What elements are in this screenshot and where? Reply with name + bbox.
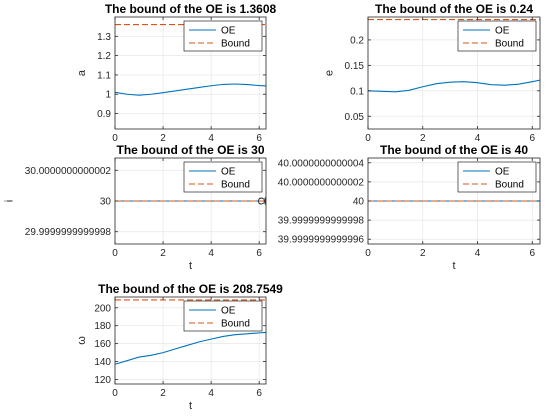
x-tick-label: 2 bbox=[420, 248, 426, 259]
y-axis-label: e bbox=[324, 70, 336, 76]
legend-bound-label: Bound bbox=[221, 180, 250, 191]
x-tick-label: 2 bbox=[160, 133, 166, 144]
legend: OE Bound bbox=[183, 161, 263, 193]
x-axis-label: t bbox=[452, 145, 455, 157]
legend-bound-label: Bound bbox=[221, 319, 250, 330]
y-tick-label: 160 bbox=[94, 339, 111, 350]
legend-bound-label: Bound bbox=[495, 180, 524, 191]
x-axis-label: t bbox=[452, 260, 455, 272]
subplot-5: 0 2 4 6 120 140 160 180 200 The bound of the OE i… bbox=[76, 282, 283, 412]
legend: OE Bound bbox=[183, 20, 263, 52]
y-tick-label: 29.9999999999998 bbox=[25, 227, 112, 238]
oe-series-line bbox=[367, 79, 541, 93]
x-tick-label: 6 bbox=[529, 133, 535, 144]
legend: OE Bound bbox=[183, 300, 263, 332]
y-tick-label: 120 bbox=[94, 375, 111, 386]
subplot-3: 0 2 4 6 29.9999999999998 30 30.0000000000002 Th… bbox=[3, 143, 267, 272]
legend-oe-label: OE bbox=[221, 26, 236, 37]
x-tick-label: 4 bbox=[475, 248, 481, 259]
y-tick-label: 39.9999999999998 bbox=[278, 216, 365, 227]
y-tick-label: 200 bbox=[94, 303, 111, 314]
legend-oe-label: OE bbox=[221, 306, 236, 317]
legend-box bbox=[183, 161, 263, 193]
x-tick-label: 6 bbox=[529, 248, 535, 259]
panel-title: The bound of the OE is 208.7549 bbox=[98, 282, 283, 296]
legend-box bbox=[457, 161, 537, 193]
y-tick-label: 0.15 bbox=[345, 61, 365, 72]
x-axis-label: t bbox=[189, 145, 192, 157]
panel-title: The bound of the OE is 30 bbox=[116, 143, 264, 157]
y-tick-label: 1 bbox=[105, 90, 111, 101]
x-tick-label: 6 bbox=[256, 133, 262, 144]
subplot-4: 0 2 4 6 39.9999999999996 39.9999999999998 40 40… bbox=[256, 143, 541, 272]
x-tick-label: 2 bbox=[160, 248, 166, 259]
x-tick-label: 2 bbox=[420, 133, 426, 144]
y-tick-label: 140 bbox=[94, 357, 111, 368]
y-tick-label: 180 bbox=[94, 321, 111, 332]
y-tick-label: 0.05 bbox=[345, 112, 365, 123]
y-tick-label: 1.3 bbox=[97, 32, 111, 43]
subplot-2: 0 2 4 6 0.05 0.1 0.15 0.2 The bound of the OE is… bbox=[324, 2, 541, 157]
legend-oe-label: OE bbox=[221, 167, 236, 178]
y-tick-label: 1.1 bbox=[97, 70, 111, 81]
y-tick-label: 0.9 bbox=[97, 109, 111, 120]
axes-box bbox=[114, 16, 267, 130]
legend-bound-label: Bound bbox=[495, 39, 524, 50]
y-axis-label: i bbox=[3, 200, 15, 202]
oe-series-line bbox=[114, 83, 267, 96]
x-tick-label: 2 bbox=[160, 388, 166, 399]
x-tick-label: 0 bbox=[112, 248, 118, 259]
y-tick-label: 30.0000000000002 bbox=[25, 166, 112, 177]
legend-box bbox=[457, 20, 537, 52]
x-tick-label: 4 bbox=[208, 388, 214, 399]
x-tick-label: 4 bbox=[475, 133, 481, 144]
y-axis-label: Ω bbox=[256, 197, 268, 205]
legend: OE Bound bbox=[457, 20, 537, 52]
y-tick-label: 30 bbox=[100, 197, 112, 208]
x-tick-label: 4 bbox=[208, 133, 214, 144]
legend-oe-label: OE bbox=[495, 26, 510, 37]
y-axis-label: ω bbox=[76, 336, 88, 345]
y-axis-label: a bbox=[76, 69, 88, 76]
legend: OE Bound bbox=[457, 161, 537, 193]
axes-box bbox=[367, 16, 541, 130]
panel-title: The bound of the OE is 40 bbox=[380, 143, 528, 157]
x-tick-label: 0 bbox=[112, 133, 118, 144]
panel-title: The bound of the OE is 0.24 bbox=[375, 2, 533, 16]
y-tick-label: 40.0000000000004 bbox=[278, 158, 365, 169]
x-tick-label: 6 bbox=[256, 248, 262, 259]
legend-box bbox=[183, 20, 263, 52]
legend-bound-label: Bound bbox=[221, 39, 250, 50]
y-tick-label: 0.2 bbox=[350, 35, 364, 46]
panel-title: The bound of the OE is 1.3608 bbox=[105, 2, 277, 16]
x-axis-label: t bbox=[189, 400, 192, 412]
subplot-1: 0 2 4 6 0.9 1 1.1 1.2 1.3 The bound of the OE is … bbox=[76, 2, 276, 157]
x-tick-label: 4 bbox=[208, 248, 214, 259]
x-tick-label: 0 bbox=[112, 388, 118, 399]
x-axis-label: t bbox=[189, 260, 192, 272]
axes-box bbox=[114, 296, 267, 385]
x-tick-label: 0 bbox=[365, 248, 371, 259]
x-tick-label: 0 bbox=[365, 133, 371, 144]
x-tick-label: 6 bbox=[256, 388, 262, 399]
legend-oe-label: OE bbox=[495, 167, 510, 178]
y-tick-label: 40 bbox=[353, 197, 365, 208]
legend-box bbox=[183, 300, 263, 332]
oe-series-line bbox=[114, 331, 267, 365]
y-tick-label: 40.0000000000002 bbox=[278, 177, 365, 188]
y-tick-label: 39.9999999999996 bbox=[278, 235, 365, 246]
y-tick-label: 0.1 bbox=[350, 86, 364, 97]
y-tick-label: 1.2 bbox=[97, 51, 111, 62]
